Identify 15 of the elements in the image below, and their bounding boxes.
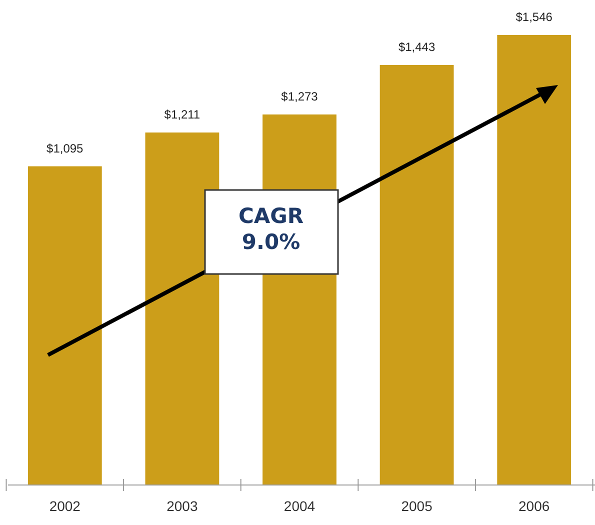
data-label: $1,443 — [398, 40, 436, 54]
bar — [145, 132, 220, 485]
x-tick-label: 2004 — [284, 498, 316, 514]
data-label: $1,211 — [164, 108, 200, 122]
data-label: $1,095 — [46, 141, 84, 156]
x-tick-label: 2006 — [518, 498, 550, 514]
data-label: $1,273 — [281, 89, 318, 104]
data-label: $1,546 — [516, 10, 553, 24]
bar — [380, 64, 454, 485]
bar — [28, 166, 102, 485]
bar — [497, 35, 572, 485]
x-tick-label: 2005 — [401, 498, 433, 514]
annotation: CAGR 9.0% — [238, 204, 304, 254]
x-tick-label: 2003 — [166, 498, 198, 514]
x-tick-label: 2002 — [49, 498, 81, 514]
